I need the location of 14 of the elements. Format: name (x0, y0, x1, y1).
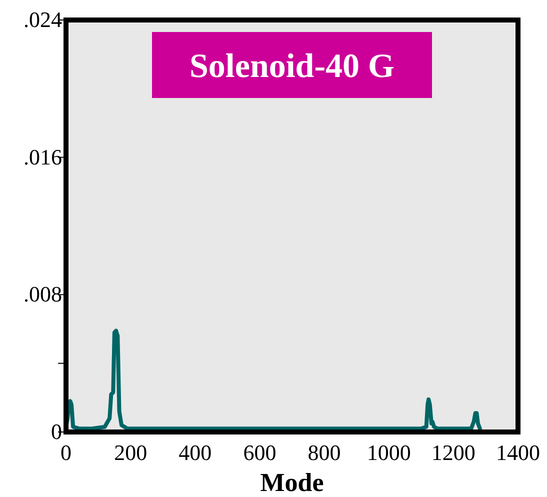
y-tick-label: .024 (24, 7, 62, 32)
x-tick-label: 200 (114, 440, 148, 465)
line-series (66, 328, 482, 431)
x-tick-label: 1000 (366, 440, 411, 465)
x-tick-label: 600 (243, 440, 276, 465)
x-tick-label: 400 (178, 440, 212, 465)
y-tick-label: .016 (24, 144, 62, 170)
text: Solenoid-40 G (190, 48, 394, 85)
y-tick-label: 0 (51, 419, 62, 444)
x-tick-label: 800 (308, 440, 341, 465)
x-axis-title: Mode (260, 468, 324, 497)
x-tick-label: 1400 (496, 440, 540, 465)
x-tick-label: 1200 (431, 440, 476, 465)
y-tick-label: .008 (24, 282, 62, 307)
